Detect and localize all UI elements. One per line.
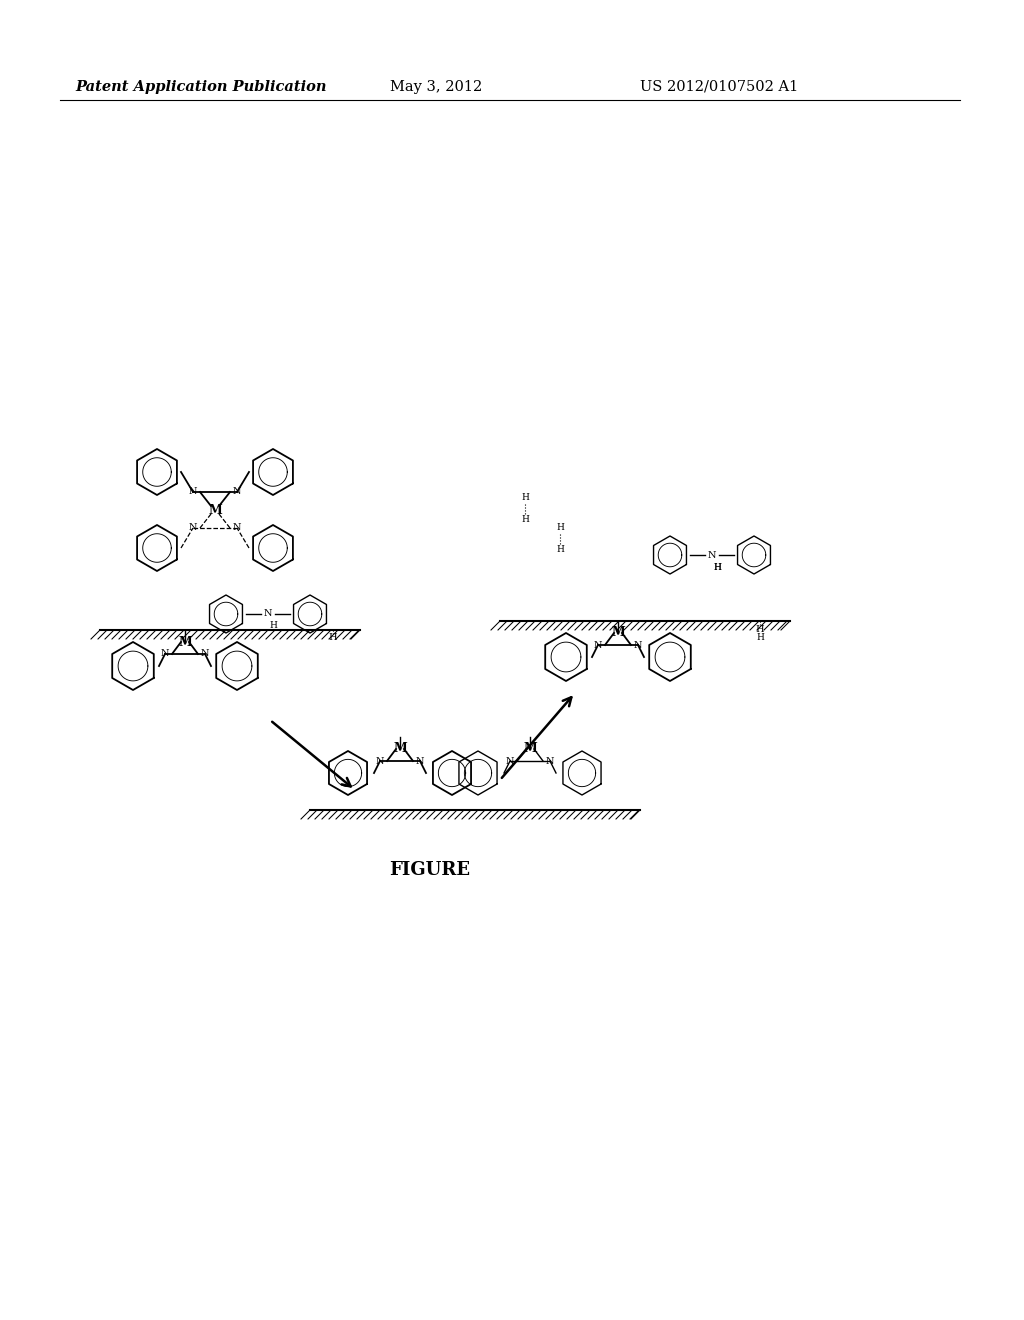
Text: H: H — [269, 622, 276, 631]
Text: H: H — [713, 562, 721, 572]
Text: Patent Application Publication: Patent Application Publication — [75, 81, 327, 94]
Text: N: N — [161, 649, 169, 659]
Text: N: N — [594, 640, 602, 649]
Text: H: H — [329, 634, 337, 643]
Text: N: N — [546, 756, 554, 766]
Text: N: N — [232, 524, 242, 532]
Text: H: H — [521, 494, 529, 503]
Text: N: N — [708, 550, 716, 560]
Text: N: N — [188, 487, 198, 496]
Text: H: H — [756, 624, 764, 634]
Text: M: M — [393, 742, 407, 755]
Text: H: H — [756, 632, 764, 642]
Text: N: N — [634, 640, 642, 649]
Text: M: M — [523, 742, 537, 755]
Text: FIGURE: FIGURE — [389, 861, 470, 879]
Text: H: H — [556, 524, 564, 532]
Text: N: N — [506, 756, 514, 766]
Text: May 3, 2012: May 3, 2012 — [390, 81, 482, 94]
Text: N: N — [201, 649, 209, 659]
Text: N: N — [188, 524, 198, 532]
Text: H: H — [521, 516, 529, 524]
Text: US 2012/0107502 A1: US 2012/0107502 A1 — [640, 81, 799, 94]
Text: N: N — [416, 756, 424, 766]
Text: H: H — [556, 545, 564, 554]
Text: N: N — [376, 756, 384, 766]
Text: M: M — [208, 503, 222, 516]
Text: M: M — [611, 627, 625, 639]
Text: N: N — [264, 610, 272, 619]
Text: H: H — [713, 562, 721, 572]
Text: N: N — [232, 487, 242, 496]
Text: M: M — [178, 635, 191, 648]
